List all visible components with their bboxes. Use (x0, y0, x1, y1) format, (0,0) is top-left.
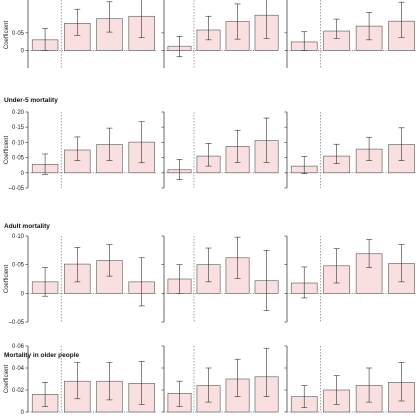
y-tick-label: 0 (21, 48, 25, 54)
y-tick-label: 0·10 (12, 234, 25, 240)
y-tick-label: 0·04 (12, 366, 25, 372)
y-tick-label: 0·05 (12, 263, 25, 269)
row-title: Under-5 mortality (4, 97, 58, 104)
row-title: Mortality in older people (4, 352, 80, 359)
y-tick-label: 0·05 (12, 156, 25, 162)
row-title: Adult mortality (4, 223, 50, 230)
y-tick-label: 0·06 (12, 344, 25, 350)
y-tick-label: –0·05 (9, 320, 25, 326)
y-axis-label: Coefficient (4, 21, 10, 50)
y-axis-label: Coefficient (4, 365, 10, 394)
y-tick-label: 0·20 (12, 110, 25, 116)
y-tick-label: –0·05 (9, 186, 25, 192)
y-tick-label: 0·10 (12, 140, 25, 146)
y-tick-label: 0 (21, 410, 25, 416)
y-axis-label: Coefficient (4, 265, 10, 294)
y-axis-label: Coefficient (4, 136, 10, 165)
y-tick-label: 0 (21, 171, 25, 177)
y-tick-label: 0 (21, 291, 25, 297)
y-tick-label: 0·02 (12, 388, 25, 394)
y-tick-label: 0·15 (12, 125, 25, 131)
y-tick-label: 0·05 (12, 31, 25, 37)
